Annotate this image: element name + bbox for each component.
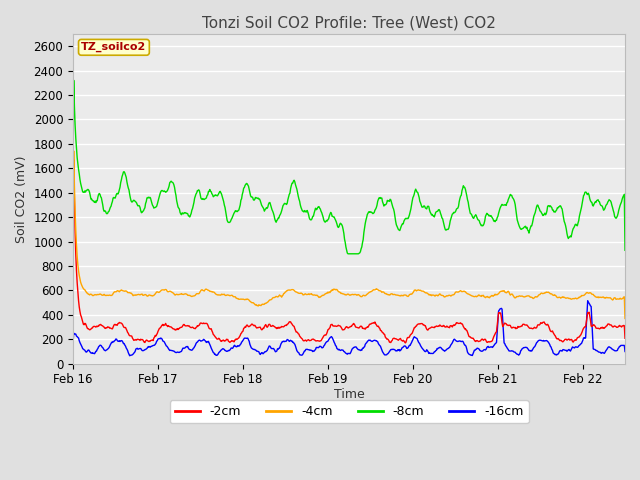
Text: TZ_soilco2: TZ_soilco2 bbox=[81, 42, 147, 52]
Legend: -2cm, -4cm, -8cm, -16cm: -2cm, -4cm, -8cm, -16cm bbox=[170, 400, 529, 423]
X-axis label: Time: Time bbox=[333, 388, 364, 401]
Title: Tonzi Soil CO2 Profile: Tree (West) CO2: Tonzi Soil CO2 Profile: Tree (West) CO2 bbox=[202, 15, 496, 30]
Y-axis label: Soil CO2 (mV): Soil CO2 (mV) bbox=[15, 155, 28, 242]
